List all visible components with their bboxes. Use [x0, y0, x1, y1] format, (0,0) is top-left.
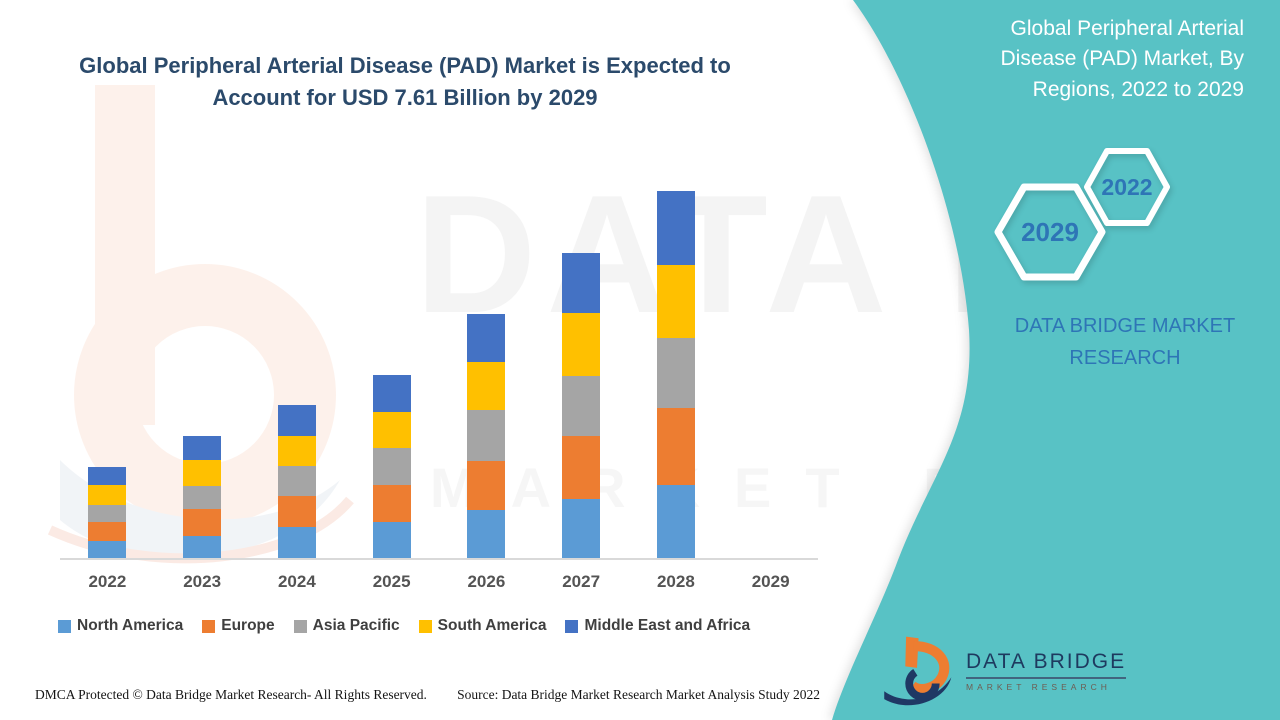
bar-segment [467, 362, 506, 410]
footer-source-text: Source: Data Bridge Market Research Mark… [457, 687, 820, 702]
footer-dmca-text: DMCA Protected © Data Bridge Market Rese… [35, 687, 427, 702]
bar-segment [277, 466, 316, 496]
bar-segment [656, 338, 695, 408]
bar-segment [88, 541, 127, 558]
hexagon-graphic [994, 148, 1170, 281]
plot-area [60, 160, 818, 560]
bar-segment [656, 191, 695, 265]
x-axis-label: 2027 [562, 572, 601, 591]
bar-2028 [656, 191, 695, 558]
legend-swatch [418, 619, 432, 633]
legend-swatch [565, 619, 579, 633]
panel-title: Global Peripheral Arterial Disease (PAD)… [1000, 17, 1245, 101]
hexagon-year-2022: 2022 [1101, 174, 1153, 200]
bar-2024 [277, 405, 316, 558]
x-axis-label: 2023 [183, 572, 222, 591]
hexagon-year-2029: 2029 [1021, 217, 1079, 247]
bar-segment [562, 499, 601, 558]
x-axis-label: 2024 [277, 572, 316, 591]
bar-segment [183, 460, 222, 486]
bar-segment [656, 408, 695, 485]
legend-label: Middle East and Africa [584, 617, 751, 634]
bar-segment [467, 461, 506, 510]
hexagon-2022 [1084, 148, 1170, 226]
panel-brand-name: DATA BRIDGE MARKET RESEARCH [1014, 315, 1236, 369]
bar-segment [467, 314, 506, 362]
bar-segment [277, 527, 316, 558]
x-axis-label: 2022 [88, 572, 127, 591]
bar-segment [277, 405, 316, 436]
footer: DMCA Protected © Data Bridge Market Rese… [35, 687, 820, 703]
logo-text-data-bridge: DATA BRIDGE [966, 650, 1127, 679]
bar-segment [372, 375, 411, 412]
x-axis-label: 2029 [751, 572, 790, 591]
bar-2022 [88, 467, 127, 558]
bar-segment [467, 510, 506, 558]
bar-segment [467, 410, 506, 461]
legend-swatch [293, 619, 307, 633]
legend-item: South America [418, 617, 547, 635]
bar-segment [656, 265, 695, 338]
hexagon-2029 [994, 183, 1106, 281]
legend-item: Asia Pacific [293, 617, 400, 635]
bar-segment [88, 467, 127, 485]
legend-label: South America [437, 617, 547, 634]
legend-item: North America [58, 617, 183, 635]
bar-segment [562, 313, 601, 376]
bar-segment [183, 436, 222, 460]
bar-segment [183, 486, 222, 509]
chart-legend: North America Europe Asia Pacific South Ame… [58, 617, 750, 635]
bar-2026 [467, 314, 506, 558]
x-axis-label: 2028 [656, 572, 695, 591]
legend-label: North America [77, 617, 184, 634]
bar-segment [372, 522, 411, 558]
bar-segment [277, 436, 316, 466]
bar-segment [372, 448, 411, 485]
bar-segment [183, 536, 222, 558]
bar-segment [562, 253, 601, 313]
legend-item: Middle East and Africa [565, 617, 750, 635]
data-bridge-logo-icon [884, 636, 952, 706]
bar-segment [88, 485, 127, 505]
bar-2025 [372, 375, 411, 558]
legend-label: Asia Pacific [312, 617, 400, 634]
bar-segment [372, 412, 411, 448]
bar-segment [562, 436, 601, 499]
legend-item: Europe [202, 617, 275, 635]
x-axis-labels: 2022 2023 2024 2025 2026 2027 2028 2029 [60, 572, 818, 598]
bar-segment [88, 505, 127, 522]
bar-segment [656, 485, 695, 558]
legend-swatch [58, 619, 71, 633]
bar-2023 [183, 436, 222, 558]
x-axis-label: 2025 [372, 572, 411, 591]
legend-swatch [202, 619, 216, 633]
legend-label: Europe [221, 617, 275, 634]
x-axis-label: 2026 [467, 572, 506, 591]
bar-segment [183, 509, 222, 536]
bar-2027 [562, 253, 601, 558]
bar-segment [277, 496, 316, 527]
bar-segment [88, 522, 127, 541]
logo-text-market-research: MARKET RESEARCH [966, 682, 1111, 692]
data-bridge-logo: DATA BRIDGE MARKET RESEARCH [878, 632, 1127, 710]
bar-segment [372, 485, 411, 522]
bar-segment [562, 376, 601, 436]
page-title: Global Peripheral Arterial Disease (PAD)… [79, 53, 731, 110]
